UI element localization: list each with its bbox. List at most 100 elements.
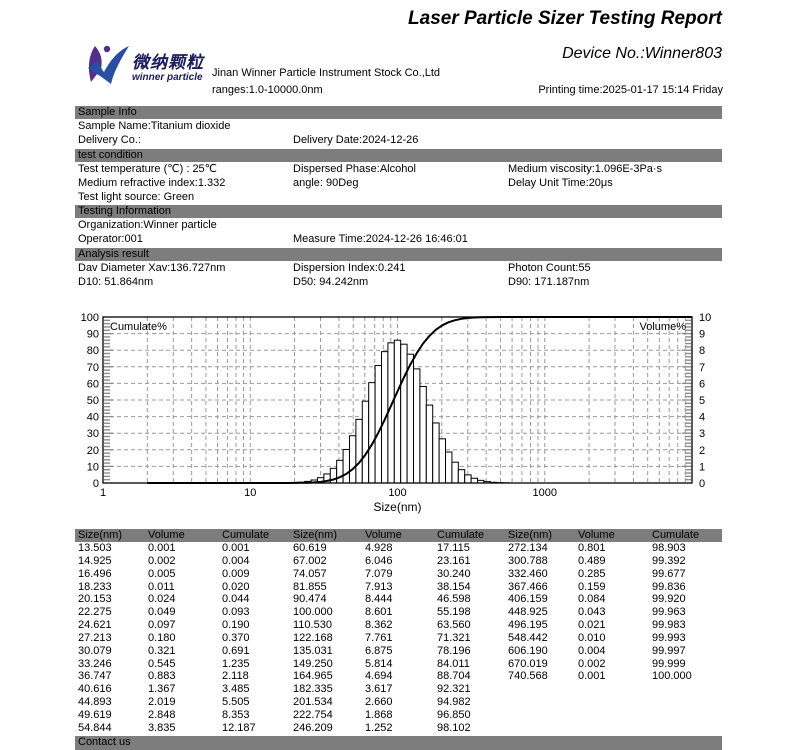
- table-cell: 8.601: [365, 606, 393, 619]
- info-cell: D10: 51.864nm: [78, 275, 154, 288]
- table-cell: 84.011: [437, 657, 470, 670]
- table-cell: 0.021: [578, 619, 606, 632]
- table-cell: 94.982: [437, 696, 471, 709]
- table-row: 54.844 3.835 12.187 246.209 1.252 98.102: [75, 722, 722, 735]
- info-cell: Medium viscosity:1.096E-3Pa·s: [508, 162, 663, 175]
- logo-en-text: winner particle: [132, 72, 203, 83]
- table-cell: 18.233: [78, 580, 112, 593]
- table-cell: 164.965: [293, 670, 333, 683]
- table-header-cell: Size(nm): [508, 529, 553, 541]
- table-cell: 246.209: [293, 721, 333, 734]
- table-cell: 3.485: [222, 683, 250, 696]
- svg-text:5: 5: [699, 395, 705, 407]
- device-number: Device No.:Winner803: [562, 45, 722, 62]
- table-cell: 17.115: [437, 542, 470, 554]
- table-cell: 0.489: [578, 554, 606, 567]
- table-cell: 3.835: [148, 721, 176, 734]
- table-cell: 36.747: [78, 670, 112, 683]
- table-cell: 100.000: [652, 670, 692, 683]
- table-cell: 448.925: [508, 606, 548, 619]
- info-row: D10: 51.864nm D50: 94.242nm D90: 171.187nm: [75, 275, 722, 289]
- svg-text:10: 10: [244, 487, 256, 499]
- table-cell: 300.788: [508, 554, 548, 567]
- svg-text:2: 2: [699, 445, 705, 457]
- section-heading: Analysis result: [75, 247, 722, 261]
- svg-text:80: 80: [87, 345, 99, 357]
- table-cell: 0.001: [222, 542, 250, 554]
- x-axis-title: Size(nm): [373, 500, 421, 514]
- table-cell: 0.093: [222, 606, 250, 619]
- winner-logo-icon: [88, 45, 129, 84]
- table-cell: 30.079: [78, 644, 112, 657]
- table-cell: 548.442: [508, 631, 548, 644]
- table-cell: 1.367: [148, 683, 176, 696]
- info-sections: Sample Info Sample Name:Titanium dioxide D…: [75, 106, 722, 290]
- svg-text:50: 50: [87, 395, 99, 407]
- table-cell: 367.466: [508, 580, 548, 593]
- table-cell: 2.848: [148, 708, 176, 721]
- info-row: Delivery Co.: Delivery Date:2024-12-26: [75, 133, 722, 147]
- info-cell: Delivery Date:2024-12-26: [293, 134, 419, 146]
- table-cell: 49.619: [78, 708, 112, 721]
- left-axis-title: Cumulate%: [110, 321, 167, 333]
- table-cell: 0.002: [148, 554, 176, 567]
- table-cell: 5.505: [222, 696, 250, 709]
- table-row: 20.153 0.024 0.044 90.474 8.444 46.598 406.159…: [75, 593, 722, 606]
- table-cell: 99.997: [652, 644, 686, 657]
- table-row: 16.496 0.005 0.009 74.057 7.079 30.240 332.460…: [75, 568, 722, 581]
- table-cell: 0.020: [222, 580, 250, 593]
- table-cell: 0.004: [578, 644, 606, 657]
- particle-size-chart: 0 10 20 30 40 50 60 70 80 90 100 0 1 2 3 4 5 6 7 8 9 10 1 10 100…: [75, 312, 775, 515]
- table-cell: 88.704: [437, 670, 471, 683]
- svg-text:0: 0: [93, 478, 99, 490]
- contact-us-heading: Contact us: [75, 736, 722, 750]
- svg-text:0: 0: [699, 478, 705, 490]
- info-cell: D90: 171.187nm: [508, 275, 590, 288]
- table-cell: 0.005: [148, 567, 176, 580]
- info-cell: Test temperature (℃) : 25℃: [78, 162, 218, 175]
- volume-bars: [284, 339, 511, 484]
- info-row: Test light source: Green: [75, 190, 722, 204]
- section-heading: test condition: [75, 148, 722, 162]
- info-row: Organization:Winner particle: [75, 218, 722, 232]
- table-header-cell: Volume: [148, 529, 185, 541]
- table-cell: 96.850: [437, 708, 471, 721]
- table-cell: 2.660: [365, 696, 393, 709]
- table-cell: 81.855: [293, 580, 327, 593]
- table-row: 49.619 2.848 8.353 222.754 1.868 96.850: [75, 709, 722, 722]
- table-cell: 0.004: [222, 554, 250, 567]
- table-cell: 332.460: [508, 567, 548, 580]
- table-cell: 100.000: [293, 606, 333, 619]
- table-cell: 99.993: [652, 631, 686, 644]
- svg-text:30: 30: [87, 428, 99, 440]
- table-cell: 60.619: [293, 542, 327, 554]
- table-header-cell: Size(nm): [293, 529, 338, 541]
- info-cell: Delivery Co.:: [78, 134, 141, 146]
- table-cell: 92.321: [437, 683, 471, 696]
- table-cell: 4.928: [365, 542, 393, 554]
- info-cell: angle: 90Deg: [293, 176, 359, 189]
- table-cell: 0.545: [148, 657, 176, 670]
- table-cell: 99.983: [652, 619, 686, 632]
- info-cell: Organization:Winner particle: [78, 219, 217, 231]
- table-row: 44.893 2.019 5.505 201.534 2.660 94.982: [75, 696, 722, 709]
- svg-text:10: 10: [699, 312, 711, 324]
- table-cell: 4.694: [365, 670, 393, 683]
- svg-text:20: 20: [87, 445, 99, 457]
- table-header-cell: Cumulate: [652, 529, 700, 541]
- table-row: 30.079 0.321 0.691 135.031 6.875 78.196 606.19…: [75, 645, 722, 658]
- table-cell: 0.883: [148, 670, 176, 683]
- svg-text:7: 7: [699, 362, 705, 374]
- info-cell: Medium refractive index:1.332: [78, 176, 226, 189]
- info-section: Sample Info Sample Name:Titanium dioxide D…: [75, 106, 722, 147]
- table-cell: 0.049: [148, 606, 176, 619]
- table-cell: 7.761: [365, 631, 393, 644]
- table-cell: 6.875: [365, 644, 393, 657]
- svg-text:1000: 1000: [533, 487, 557, 499]
- table-cell: 99.963: [652, 606, 686, 619]
- table-cell: 496.195: [508, 619, 548, 632]
- table-cell: 16.496: [78, 567, 112, 580]
- table-cell: 24.621: [78, 619, 112, 632]
- table-cell: 1.868: [365, 708, 393, 721]
